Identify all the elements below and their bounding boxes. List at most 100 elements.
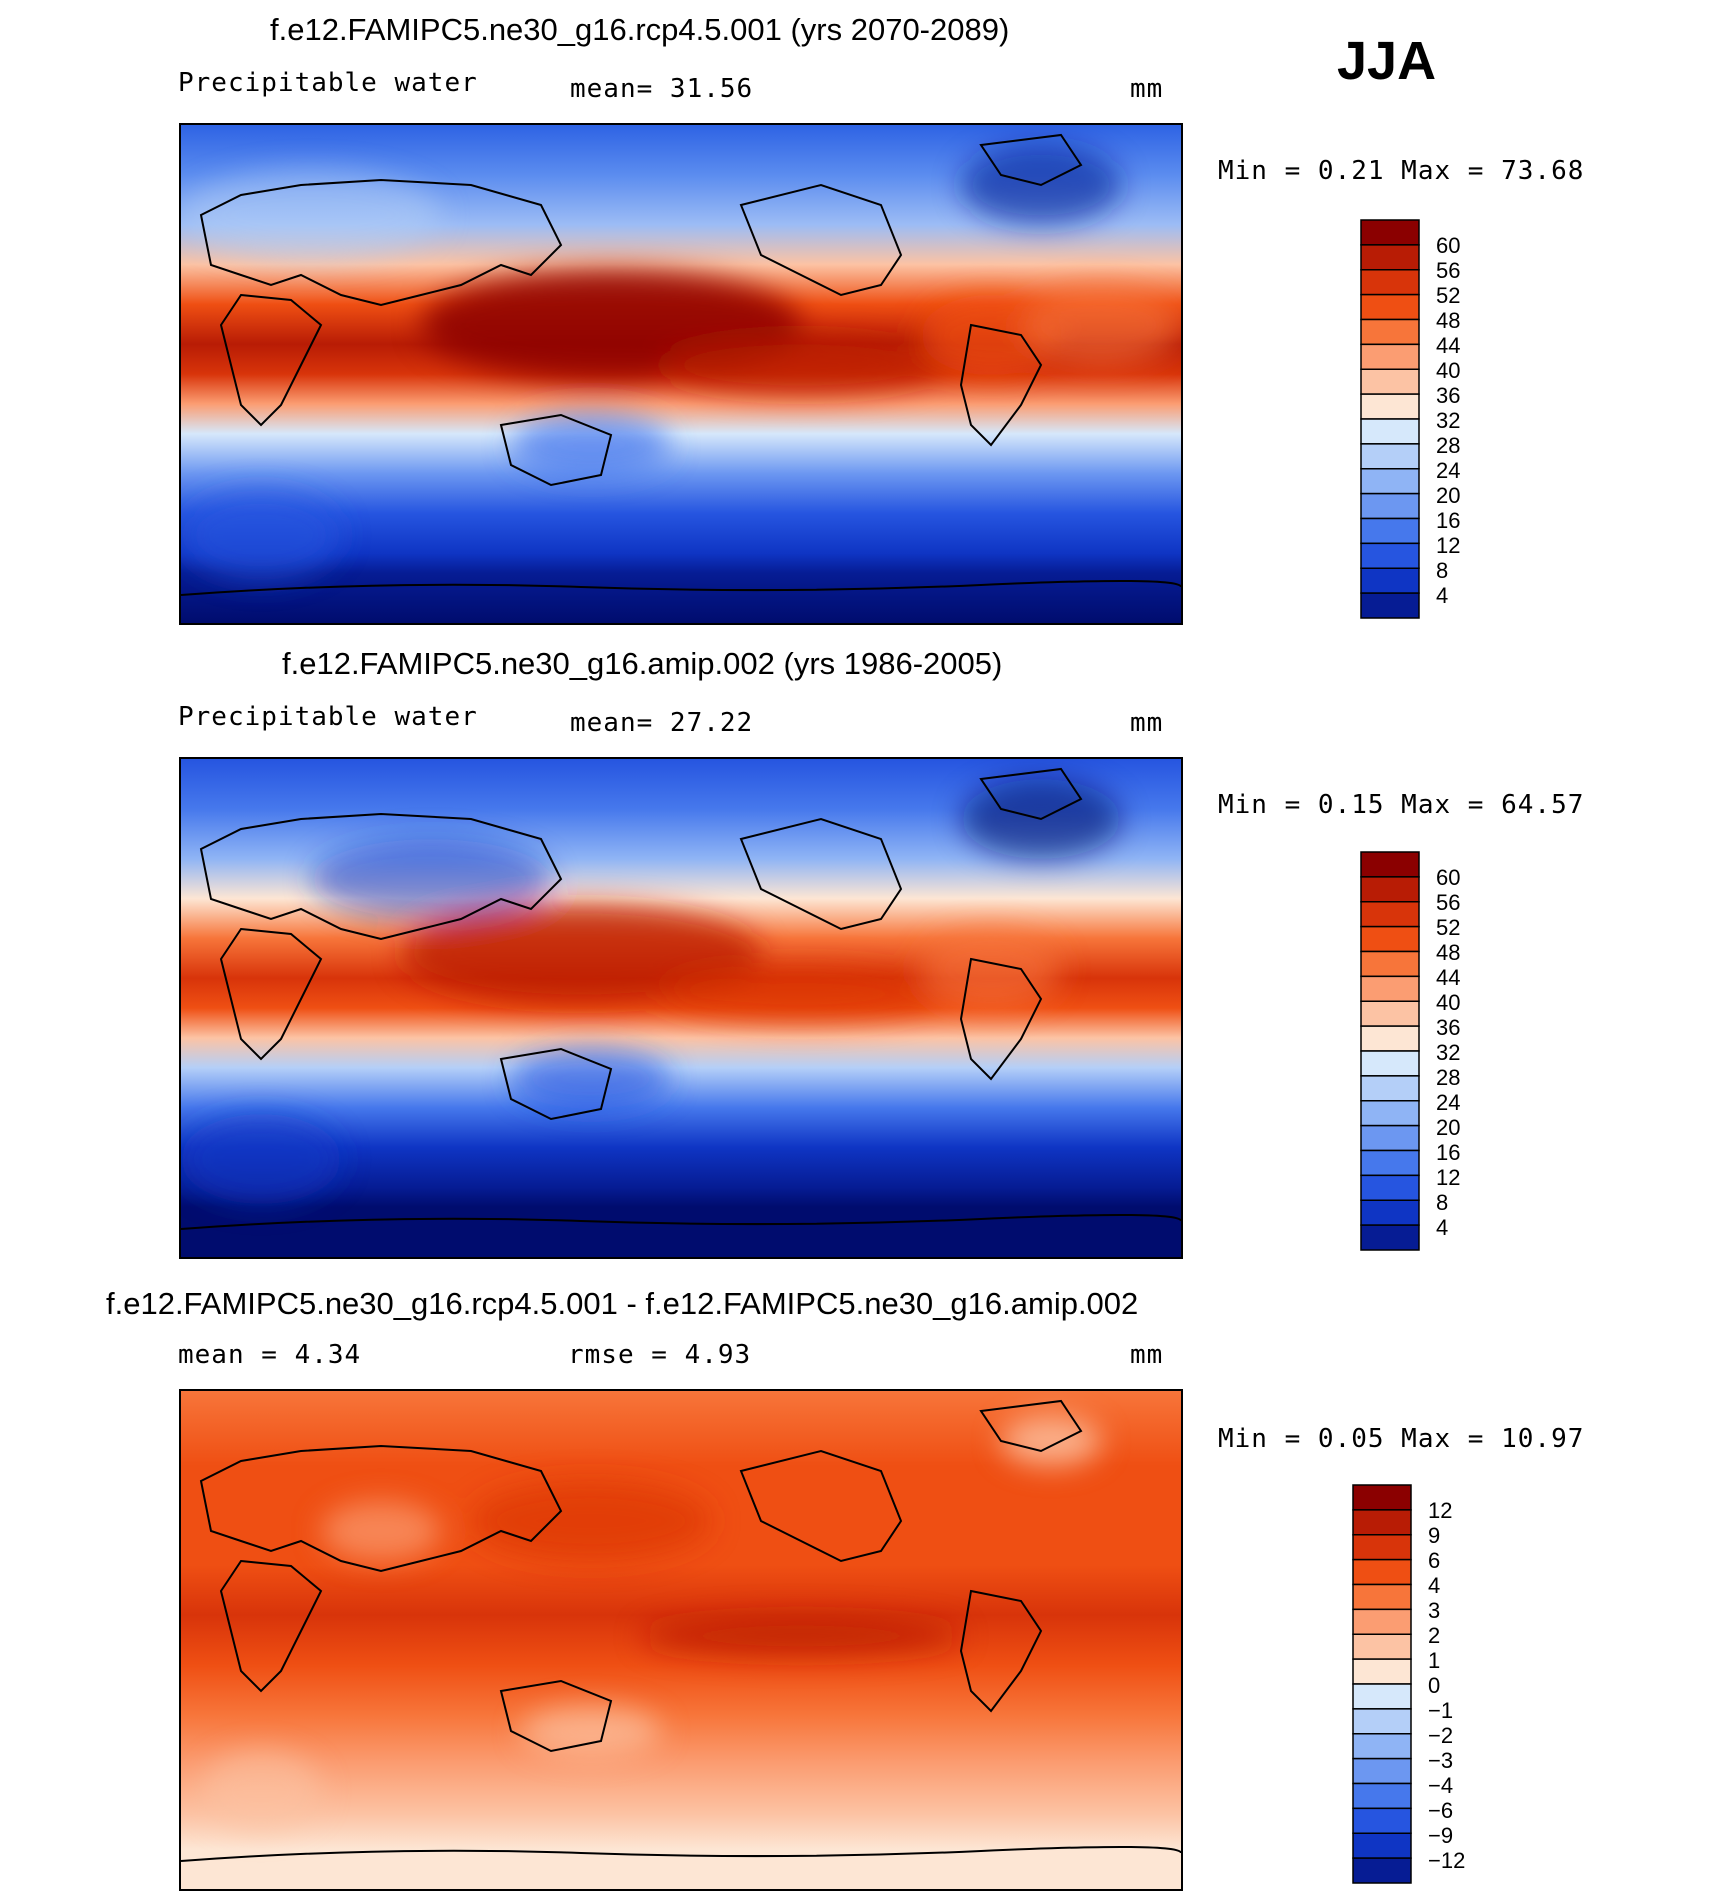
- panel-3-units: mm: [1130, 1340, 1164, 1370]
- panel-2-colorbar-label: 24: [1436, 1090, 1461, 1115]
- panel-2-colorbar-label: 28: [1436, 1065, 1461, 1090]
- panel-2-colorbar: 60 56 52 48 44 40 36 32 28 24 20 16 12 8…: [1360, 851, 1460, 1251]
- panel-1-variable: Precipitable water: [178, 68, 478, 98]
- colorbar-swatch: [1352, 1558, 1412, 1586]
- colorbar-swatch: [1352, 1608, 1412, 1635]
- panel-1-colorbar-label: 28: [1436, 433, 1461, 458]
- colorbar-swatch: [1360, 876, 1420, 903]
- season-label: JJA: [1337, 31, 1437, 91]
- panel-1-colorbar-label: 16: [1436, 508, 1461, 533]
- panel-3-colorbar-label: −4: [1428, 1773, 1454, 1798]
- colorbar-swatch: [1352, 1782, 1412, 1810]
- panel-1-colorbar-svg: [1360, 219, 1420, 619]
- colorbar-swatch: [1360, 468, 1420, 495]
- panel-2-colorbar-label: 48: [1436, 940, 1461, 965]
- panel-1-colorbar-label: 12: [1436, 533, 1461, 558]
- panel-1-map-svg: [181, 125, 1181, 623]
- panel-1-colorbar-label: 48: [1436, 308, 1461, 333]
- colorbar-swatch: [1352, 1658, 1412, 1685]
- panel-3-colorbar-label: 1: [1428, 1648, 1441, 1673]
- colorbar-swatch: [1360, 244, 1420, 271]
- colorbar-swatch: [1360, 851, 1420, 878]
- colorbar-swatch: [1352, 1583, 1412, 1611]
- colorbar-swatch: [1360, 1050, 1420, 1077]
- panel-3-title: f.e12.FAMIPC5.ne30_g16.rcp4.5.001 - f.e1…: [106, 1286, 1139, 1321]
- colorbar-swatch: [1360, 1124, 1420, 1152]
- panel-2-map-svg: [181, 759, 1181, 1257]
- panel-3-minmax: Min = 0.05 Max = 10.97: [1218, 1424, 1585, 1454]
- colorbar-swatch: [1352, 1857, 1412, 1884]
- panel-3-colorbar-svg: [1352, 1484, 1412, 1884]
- colorbar-swatch: [1352, 1708, 1412, 1735]
- panel-1-colorbar-label: 44: [1436, 333, 1461, 358]
- panel-3-colorbar-label: 0: [1428, 1673, 1441, 1698]
- colorbar-swatch: [1360, 368, 1420, 395]
- colorbar-swatch: [1360, 1025, 1420, 1052]
- colorbar-swatch: [1360, 1000, 1420, 1027]
- panel-3-map: [179, 1389, 1183, 1891]
- panel-2-colorbar-svg: [1360, 851, 1420, 1251]
- colorbar-swatch: [1360, 219, 1420, 246]
- panel-3-rmse: rmse = 4.93: [568, 1340, 752, 1370]
- panel-2-title: f.e12.FAMIPC5.ne30_g16.amip.002 (yrs 198…: [282, 646, 1003, 681]
- colorbar-swatch: [1360, 975, 1420, 1002]
- panel-1-colorbar-label: 20: [1436, 483, 1461, 508]
- colorbar-swatch: [1352, 1509, 1412, 1536]
- panel-3-colorbar-label: −6: [1428, 1798, 1454, 1823]
- panel-3-colorbar: 12 9 6 4 3 2 1 0 −1 −2 −3 −4 −6 −9 −12: [1352, 1484, 1465, 1884]
- panel-3-colorbar-label: 9: [1428, 1523, 1441, 1548]
- colorbar-swatch: [1360, 901, 1420, 928]
- panel-1-mean: mean= 31.56: [570, 74, 754, 104]
- panel-2-colorbar-label: 40: [1436, 990, 1461, 1015]
- colorbar-swatch: [1360, 1199, 1420, 1226]
- colorbar-swatch: [1360, 1174, 1420, 1201]
- colorbar-swatch: [1360, 1100, 1420, 1127]
- panel-3-mean: mean = 4.34: [178, 1340, 362, 1370]
- panel-1-map: [179, 123, 1183, 625]
- panel-2-variable: Precipitable water: [178, 702, 478, 732]
- colorbar-swatch: [1352, 1683, 1412, 1710]
- panel-2-units: mm: [1130, 708, 1164, 738]
- colorbar-swatch: [1360, 293, 1420, 321]
- panel-3-colorbar-label: 2: [1428, 1623, 1441, 1648]
- panel-2-colorbar-label: 36: [1436, 1015, 1461, 1040]
- colorbar-swatch: [1360, 1149, 1420, 1177]
- panel-3-colorbar-label: −9: [1428, 1823, 1454, 1848]
- colorbar-swatch: [1352, 1832, 1412, 1859]
- colorbar-swatch: [1360, 343, 1420, 370]
- panel-1-colorbar-label: 36: [1436, 383, 1461, 408]
- colorbar-swatch: [1360, 492, 1420, 520]
- panel-2-colorbar-label: 44: [1436, 965, 1461, 990]
- colorbar-swatch: [1360, 592, 1420, 619]
- colorbar-swatch: [1360, 1224, 1420, 1251]
- panel-1-units: mm: [1130, 74, 1164, 104]
- panel-1-minmax: Min = 0.21 Max = 73.68: [1218, 156, 1585, 186]
- panel-2-mean: mean= 27.22: [570, 708, 754, 738]
- panel-3-colorbar-label: −12: [1428, 1848, 1466, 1873]
- colorbar-swatch: [1360, 269, 1420, 296]
- panel-2-colorbar-label: 60: [1436, 865, 1461, 890]
- colorbar-swatch: [1360, 542, 1420, 569]
- panel-3-map-svg: [181, 1391, 1181, 1889]
- panel-3-colorbar-label: −3: [1428, 1748, 1454, 1773]
- panel-3-colorbar-label: 4: [1428, 1573, 1441, 1598]
- panel-2-colorbar-label: 12: [1436, 1165, 1461, 1190]
- panel-2-colorbar-label: 52: [1436, 915, 1461, 940]
- panel-2-minmax: Min = 0.15 Max = 64.57: [1218, 790, 1585, 820]
- colorbar-swatch: [1360, 950, 1420, 978]
- colorbar-swatch: [1360, 318, 1420, 346]
- panel-3-colorbar-label: −1: [1428, 1698, 1454, 1723]
- colorbar-swatch: [1352, 1534, 1412, 1561]
- colorbar-swatch: [1352, 1733, 1412, 1760]
- panel-1-colorbar-label: 56: [1436, 258, 1461, 283]
- colorbar-swatch: [1360, 567, 1420, 594]
- panel-2-colorbar-label: 32: [1436, 1040, 1461, 1065]
- panel-2-colorbar-label: 16: [1436, 1140, 1461, 1165]
- panel-1-colorbar-label: 40: [1436, 358, 1461, 383]
- colorbar-swatch: [1360, 393, 1420, 420]
- panel-1-colorbar-label: 52: [1436, 283, 1461, 308]
- panel-2-colorbar-label: 56: [1436, 890, 1461, 915]
- panel-1-colorbar-label: 60: [1436, 233, 1461, 258]
- panel-1-colorbar-label: 4: [1436, 583, 1449, 608]
- panel-3-colorbar-label: 12: [1428, 1498, 1453, 1523]
